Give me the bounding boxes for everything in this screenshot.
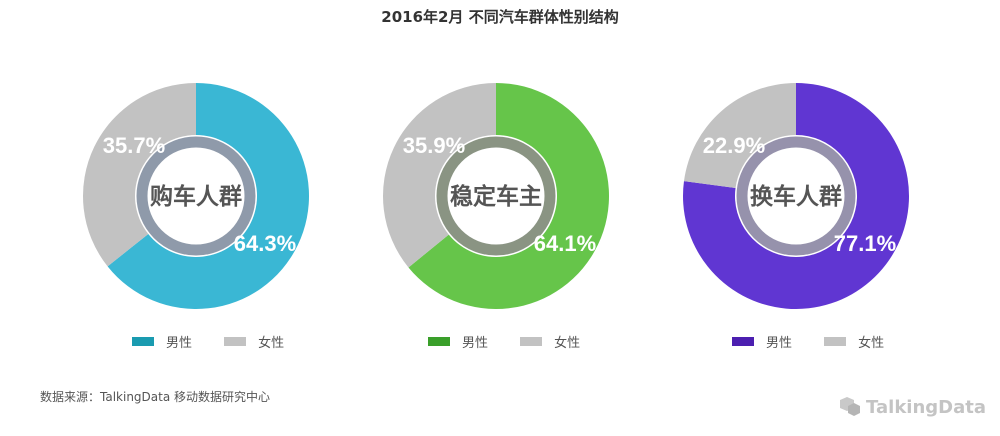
donut-hole (448, 148, 544, 244)
legend-2: 男性 女性 (428, 332, 608, 351)
legend-item-male: 男性 (732, 332, 792, 351)
data-label-female: 35.9% (403, 133, 465, 158)
legend-swatch-male (732, 337, 754, 346)
data-label-male: 64.3% (234, 231, 296, 256)
legend-label-male: 男性 (166, 336, 193, 351)
legend-swatch-female (520, 337, 543, 346)
legend-item-female: 女性 (520, 332, 580, 351)
legend-item-male: 男性 (132, 332, 192, 351)
data-label-female: 22.9% (703, 133, 765, 158)
inner-ring (436, 136, 556, 256)
center-label: 稳定车主 (450, 183, 542, 210)
chart-title: 2016年2月 不同汽车群体性别结构 (381, 8, 619, 26)
slice-male (107, 83, 309, 309)
donut-chart-2: 稳定车主 64.1% 35.9% (382, 83, 609, 309)
donut-hole (748, 148, 844, 244)
legend-1: 男性 女性 (132, 332, 312, 351)
legend-swatch-female (224, 337, 247, 346)
slice-male (683, 83, 909, 309)
brand-logo: TalkingData (838, 396, 986, 418)
legend-swatch-female (824, 337, 847, 346)
legend-swatch-male (428, 337, 450, 346)
data-label-female: 35.7% (103, 133, 165, 158)
donut-charts: 购车人群 64.3% 35.7% 稳定车主 64.1% 35.9% 换车人群 77.1% 22.… (82, 83, 909, 309)
slice-female (382, 83, 496, 268)
data-label-male: 77.1% (834, 231, 896, 256)
inner-ring (736, 136, 856, 256)
legend-label-female: 女性 (258, 336, 285, 351)
data-label-male: 64.1% (534, 231, 596, 256)
donut-hole (148, 148, 244, 244)
slice-female (82, 83, 196, 267)
center-label: 换车人群 (750, 183, 842, 210)
legend-swatch-male (132, 337, 154, 346)
slice-male (408, 83, 609, 309)
donut-chart-3: 换车人群 77.1% 22.9% (683, 83, 909, 309)
brand-name: TalkingData (866, 396, 986, 418)
legend-3: 男性 女性 (732, 332, 912, 351)
legend-item-female: 女性 (224, 332, 284, 351)
slice-female (683, 83, 796, 188)
legend-label-female: 女性 (554, 336, 581, 351)
talkingdata-logo-icon (840, 397, 861, 416)
data-source-note: 数据来源：TalkingData 移动数据研究中心 (40, 390, 271, 404)
legend-label-male: 男性 (766, 336, 793, 351)
legend-item-female: 女性 (824, 332, 884, 351)
inner-ring (136, 136, 256, 256)
donut-chart-1: 购车人群 64.3% 35.7% (82, 83, 309, 309)
legend-item-male: 男性 (428, 332, 488, 351)
legend-label-female: 女性 (858, 336, 885, 351)
center-label: 购车人群 (150, 183, 242, 210)
legend-label-male: 男性 (462, 336, 489, 351)
